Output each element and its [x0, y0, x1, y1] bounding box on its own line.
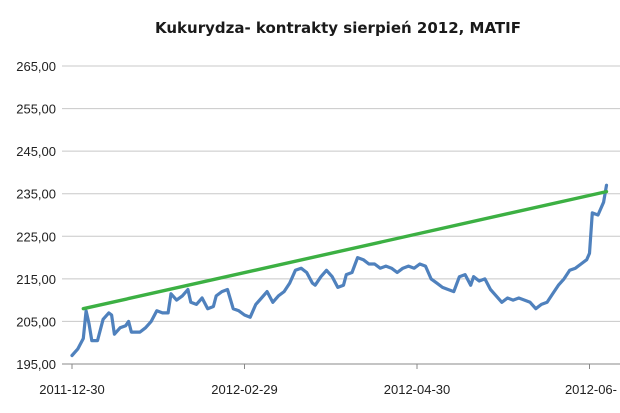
x-tick-label: 2012-02-29 [211, 382, 278, 397]
gridlines [62, 65, 620, 322]
y-tick-label: 265,00 [16, 59, 56, 74]
y-tick-label: 195,00 [16, 357, 56, 372]
chart-title: Kukurydza- kontrakty sierpień 2012, MATI… [155, 19, 521, 37]
x-tick-label: 2012-04-30 [384, 382, 451, 397]
trend-series-line [81, 189, 609, 311]
x-tick-label: 2011-12-30 [39, 382, 105, 397]
y-tick-label: 235,00 [16, 187, 56, 202]
series-layer [70, 183, 609, 358]
y-tick-label: 255,00 [16, 102, 56, 117]
y-tick-label: 225,00 [16, 229, 56, 244]
y-tick-label: 205,00 [16, 314, 56, 329]
y-tick-label: 215,00 [16, 272, 56, 287]
y-axis-ticks: 195,00 205,00 215,00 225,00 235,00 245,00 255,… [16, 59, 56, 372]
price-series-line [70, 183, 609, 358]
x-axis-ticks: 2011-12-30 2012-02-29 2012-04-30 2012-06- [39, 364, 617, 397]
x-tick-label: 2012-06- [565, 382, 617, 397]
y-tick-label: 245,00 [16, 144, 56, 159]
